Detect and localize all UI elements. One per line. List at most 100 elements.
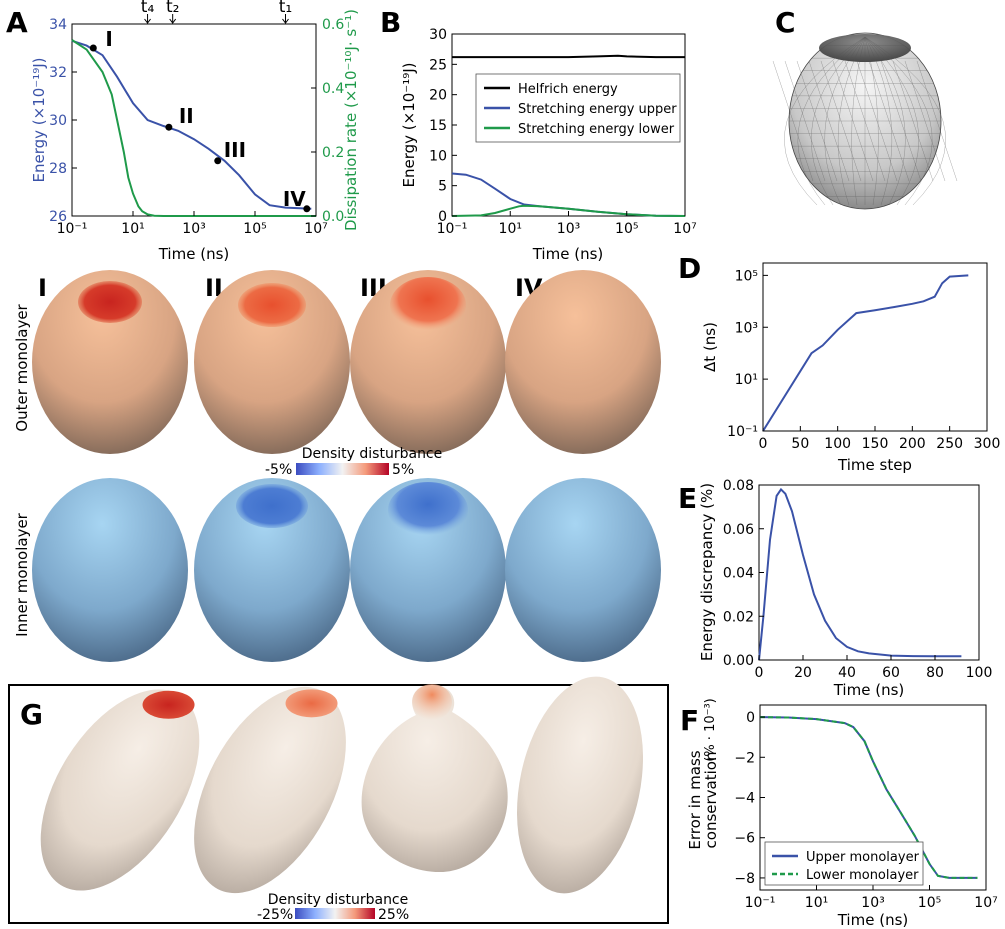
mesh-line	[844, 60, 886, 182]
f-xtick-label: 10³	[861, 895, 884, 911]
legend-stretch-upper: Stretching energy upper	[518, 102, 677, 117]
mesh-line	[784, 36, 866, 206]
panel-d-ylabel: Δt (ns)	[701, 322, 719, 372]
e-xtick-label: 0	[755, 665, 764, 681]
a-ytick-left-label: 30	[49, 113, 67, 129]
mesh-line	[864, 36, 919, 206]
a-ytick-right-label: 0.6	[322, 17, 344, 33]
mesh-line	[904, 60, 946, 182]
d-xtick-label: 150	[862, 436, 889, 452]
panel-e-xlabel: Time (ns)	[833, 681, 905, 699]
energy-line	[71, 39, 312, 210]
mesh-line	[808, 60, 850, 182]
panel-b-legend: Helfrich energy Stretching energy upper …	[475, 73, 681, 143]
panel-f-xlabel: Time (ns)	[837, 911, 909, 929]
d-xtick-label: 100	[824, 436, 851, 452]
lower-monolayer-line	[759, 716, 978, 879]
d-ytick-label: 10³	[735, 320, 758, 336]
panel-f-chart: 10⁻¹ 10¹ 10³ 10⁵ 10⁷ 0 −2 −4 −6 −8 Time (ns) Err…	[686, 698, 998, 929]
d-xtick-label: 300	[974, 436, 1001, 452]
panel-label-d: D	[678, 252, 701, 285]
mesh-line	[864, 36, 946, 206]
point-marker	[303, 205, 311, 213]
density-colorbar	[296, 463, 389, 475]
g-density-colorbar	[295, 908, 375, 919]
panel-b-xlabel: Time (ns)	[532, 245, 604, 263]
g-colorbar-min: -25%	[257, 907, 293, 923]
b-ytick-label: 5	[438, 179, 447, 195]
panel-f-ylabel-2: conservation	[702, 752, 720, 849]
a-xtick-label: 10¹	[121, 221, 144, 237]
colorbar-max: 5%	[392, 462, 414, 478]
f-xtick-label: 10⁻¹	[745, 895, 776, 911]
panel-f-ylabel-1: Error in mass	[686, 750, 704, 849]
stage-label-i: I	[38, 274, 47, 302]
point-label-iv: IV	[283, 187, 306, 211]
panel-d-xlabel: Time step	[837, 456, 912, 474]
legend-helfrich: Helfrich energy	[518, 82, 618, 97]
legend-stretch-lower: Stretching energy lower	[518, 122, 675, 137]
outer-vesicle-iii	[350, 270, 506, 454]
f-xtick-label: 10⁷	[974, 895, 997, 911]
mesh-line	[892, 60, 934, 182]
a-xtick-label: 10⁻¹	[57, 221, 88, 237]
panel-label-c: C	[775, 6, 796, 39]
f-xtick-label: 10⁵	[918, 895, 941, 911]
panel-a-ylabel-left: Energy (×10⁻¹⁹J)	[30, 57, 48, 182]
e-ytick-label: 0.00	[723, 653, 754, 669]
point-label-ii: II	[179, 104, 194, 128]
e-xtick-label: 60	[882, 665, 900, 681]
e-ytick-label: 0.02	[723, 609, 754, 625]
outer-monolayer-label: Outer monolayer	[13, 303, 31, 431]
panel-label-f: F	[680, 704, 699, 737]
legend-lower-monolayer: Lower monolayer	[806, 868, 919, 883]
e-xtick-label: 40	[838, 665, 856, 681]
mesh-line	[851, 36, 866, 206]
g-vesicle-2	[194, 686, 346, 894]
panel-e-chart: 0 20 40 60 80 100 0.00 0.02 0.04 0.06 0.08 Time (…	[698, 478, 992, 699]
time-mark-head	[144, 18, 151, 24]
a-xtick-label: 10⁷	[304, 221, 327, 237]
e-ytick-label: 0.04	[723, 566, 754, 582]
panel-e-ylabel: Energy discrepancy (%)	[698, 483, 716, 661]
time-mark-head	[282, 18, 289, 24]
e-xtick-label: 100	[966, 665, 993, 681]
panel-b-ylabel: Energy (×10⁻¹⁹J)	[400, 62, 418, 187]
a-xtick-label: 10⁵	[243, 221, 266, 237]
f-ytick-label: −2	[734, 750, 755, 766]
b-series-0	[452, 54, 685, 59]
g-vesicle-1	[40, 689, 200, 891]
legend-upper-monolayer: Upper monolayer	[806, 850, 920, 865]
panel-label-a: A	[6, 6, 28, 39]
energy-discrepancy-line	[758, 487, 962, 661]
mesh-line	[880, 60, 922, 182]
mesh-line	[824, 36, 866, 206]
b-xtick-label: 10¹	[499, 221, 522, 237]
f-ytick-label: −4	[734, 791, 755, 807]
outer-vesicle-i	[32, 270, 188, 454]
outer-vesicle-ii	[194, 270, 350, 454]
mesh-line	[856, 60, 898, 182]
a-ytick-left-label: 32	[49, 65, 67, 81]
time-mark-label: t₂	[166, 0, 179, 17]
inner-vesicle-i	[32, 478, 188, 662]
panel-a-ylabel-right: Dissipation rate (×10⁻¹⁰J· s⁻¹)	[342, 9, 360, 231]
vesicle-grid: I II III IV Outer monolayer Inner monola…	[13, 270, 661, 662]
a-ytick-left-label: 34	[49, 17, 67, 33]
panel-label-g: G	[20, 698, 43, 731]
panel-d-chart: 0 50 100 150 200 250 300 10⁻¹ 10¹ 10³ 10⁵ Time st…	[701, 262, 1001, 474]
mesh-line	[864, 36, 879, 206]
outer-vesicle-iv	[505, 270, 661, 454]
d-ytick-label: 10⁻¹	[727, 424, 758, 440]
panel-a-xlabel: Time (ns)	[158, 245, 230, 263]
panel-f-ylabel-unit: (% · 10⁻³)	[703, 698, 718, 762]
b-ytick-label: 30	[429, 27, 447, 43]
b-xtick-label: 10⁷	[673, 221, 696, 237]
g-vesicle-3	[361, 684, 508, 872]
b-series-2	[451, 204, 686, 217]
e-xtick-label: 80	[926, 665, 944, 681]
inner-vesicle-iv	[505, 478, 661, 662]
inner-monolayer-label: Inner monolayer	[13, 512, 31, 637]
